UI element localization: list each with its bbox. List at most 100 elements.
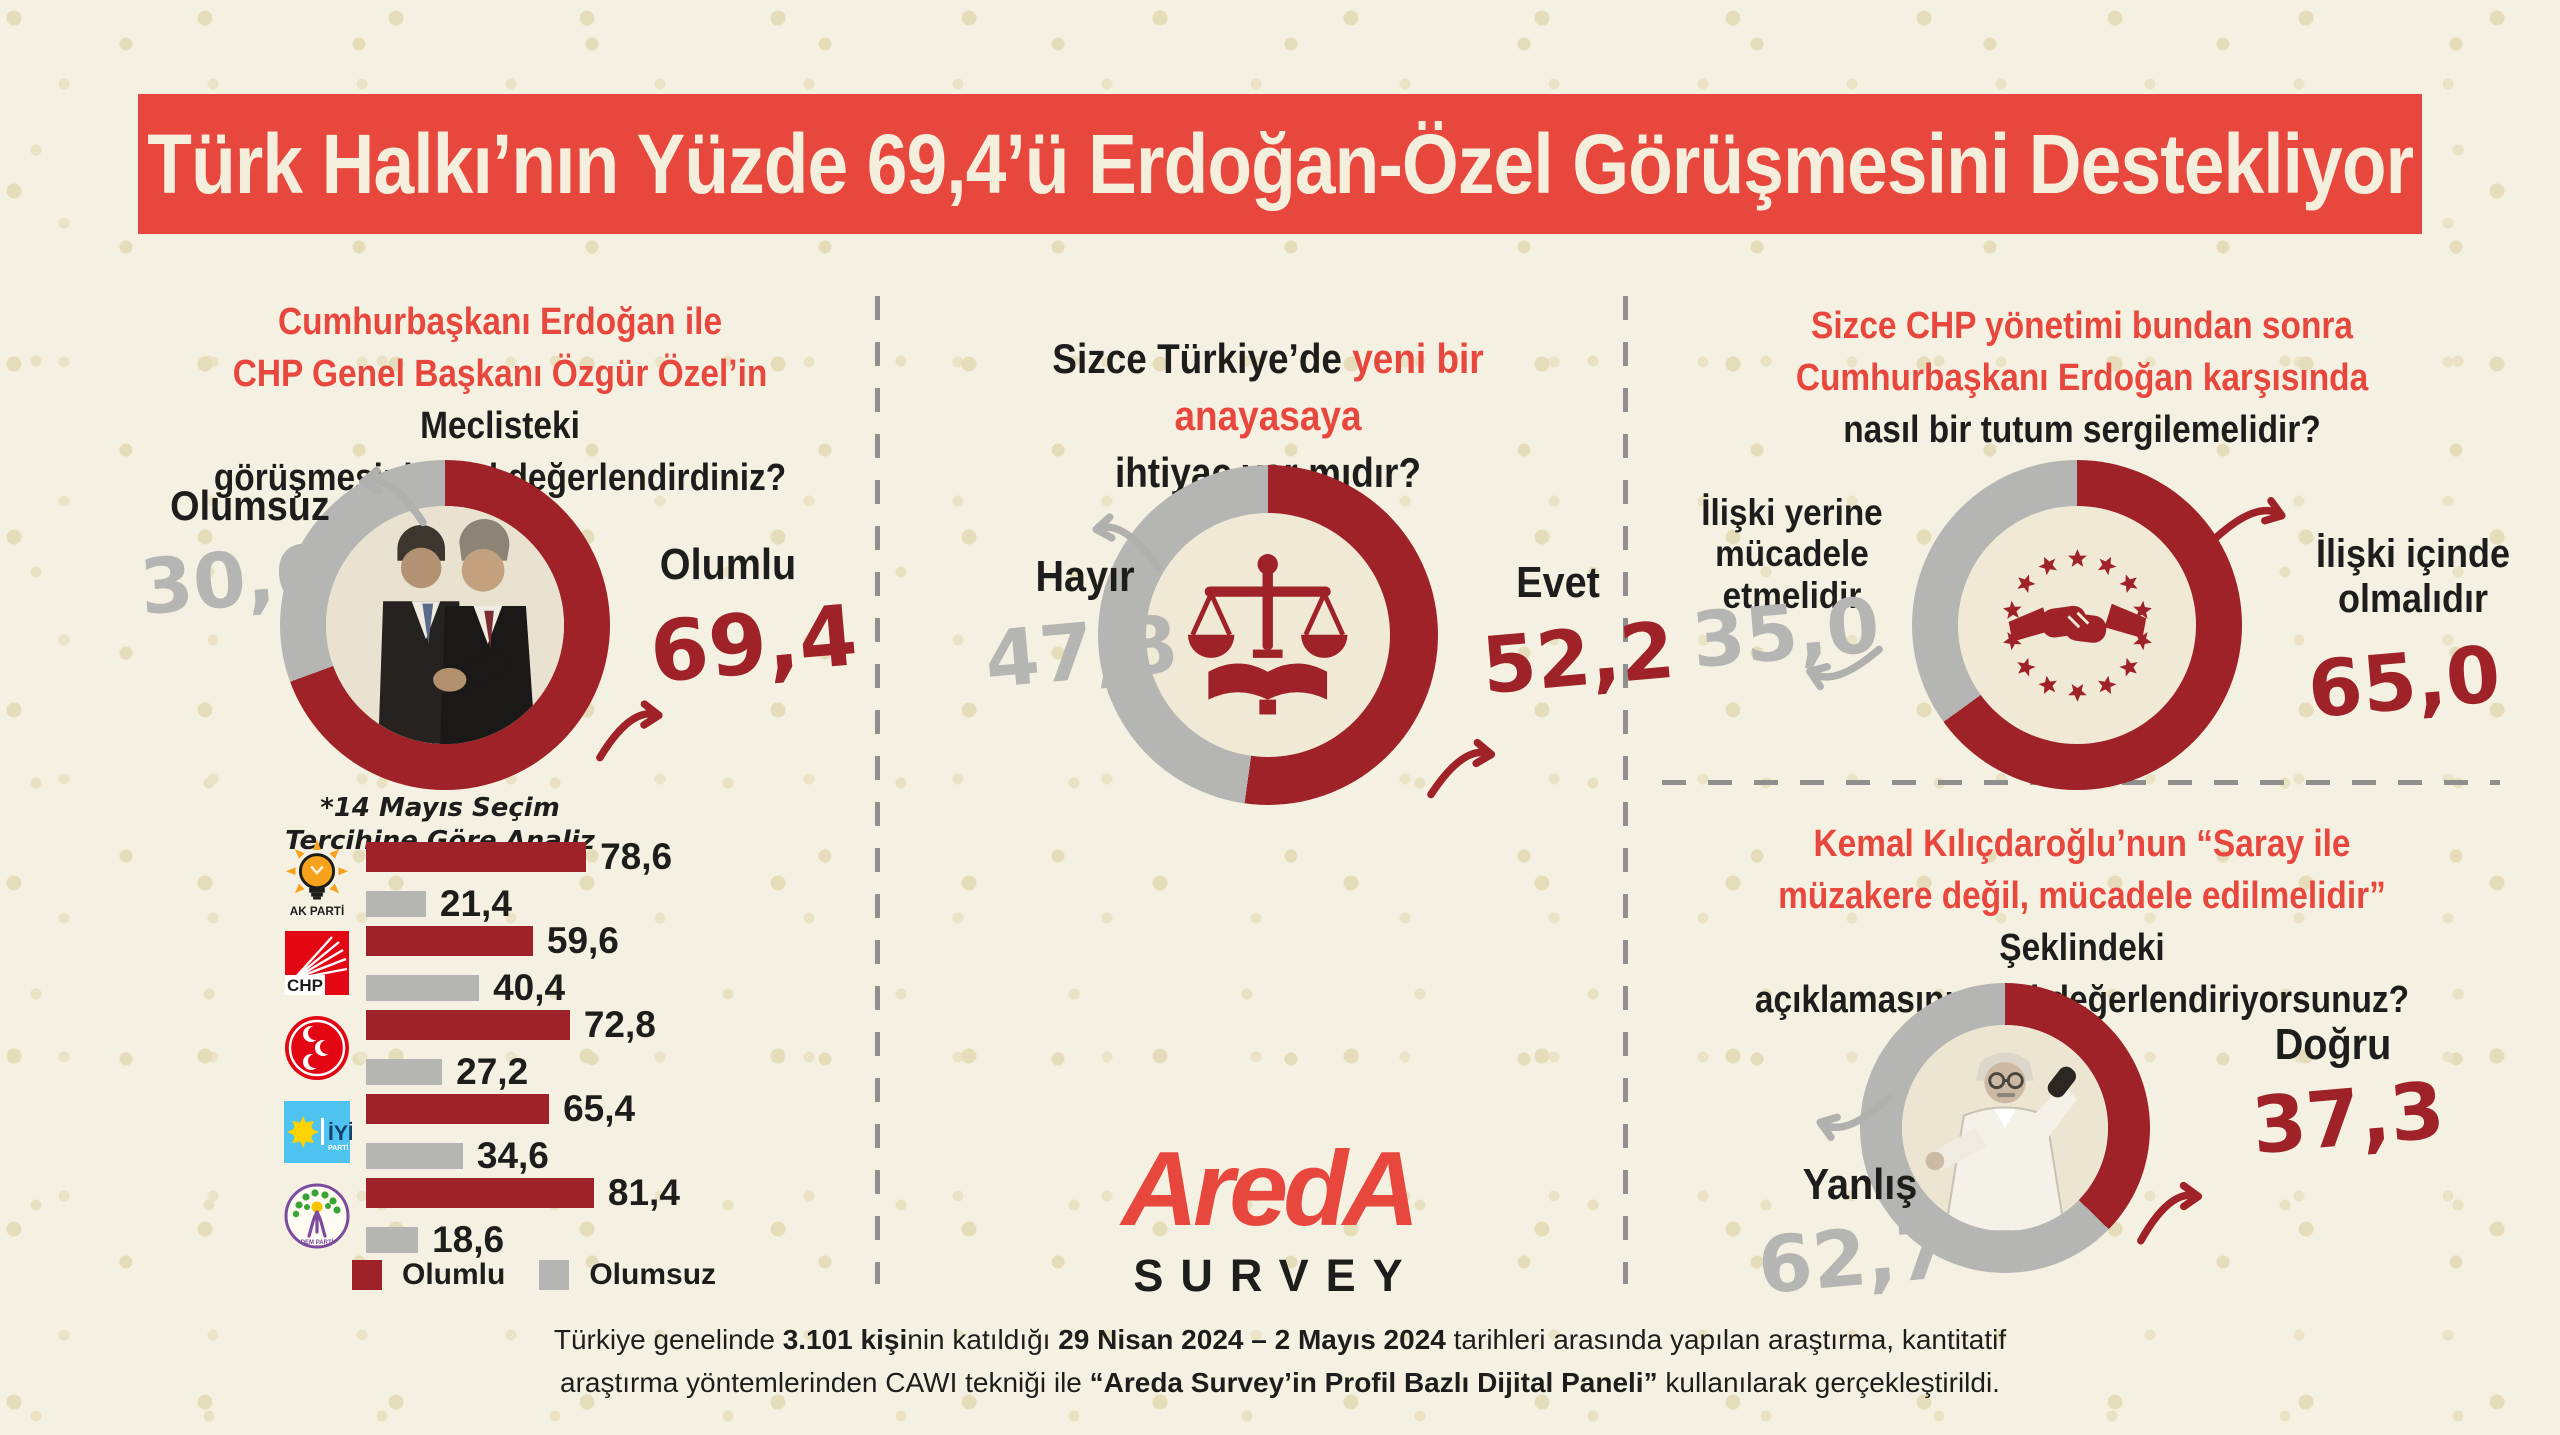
footer-line2: araştırma yöntemlerinden CAWI tekniği il… (560, 1367, 2000, 1398)
bar-chart-legend: Olumlu Olumsuz (352, 1258, 716, 1292)
label-iliski-line1: İlişki içinde (2315, 532, 2511, 576)
question-chp-line2: Cumhurbaşkanı Erdoğan karşısında (1795, 357, 2369, 399)
analysis-note-line1: *14 Mayıs Seçim (320, 793, 560, 823)
label-evet: Evet (1516, 558, 1600, 607)
label-dogru: Doğru (2274, 1020, 2392, 1069)
arrow-to-olumlu-icon (583, 693, 678, 767)
vertical-divider-right (1623, 296, 1628, 1284)
arrow-to-hayir-icon (1079, 508, 1171, 577)
akp-party-logo-icon: AK PARTİ (285, 839, 349, 918)
question-meeting-line2-red: CHP Genel Başkanı Özgür Özel’in (232, 353, 768, 395)
donut-meeting (280, 460, 610, 790)
positive-bar (366, 925, 533, 956)
positive-value: 65,4 (563, 1087, 636, 1129)
negative-bar (366, 1142, 463, 1169)
question-kilicdaroglu-line2-red: müzakere değil, mücadele edilmelidir” (1778, 875, 2386, 917)
positive-bar (366, 1177, 594, 1208)
constitution-icon-holder (1146, 513, 1390, 757)
positive-bar (366, 1093, 550, 1124)
legend-negative-label: Olumsuz (589, 1258, 717, 1291)
value-iliski: 65,0 (2304, 629, 2505, 737)
iyi-logo-text: İYİ (328, 1122, 352, 1145)
meeting-photo (326, 506, 564, 744)
question-constitution-line1-black: Sizce Türkiye’de (1052, 335, 1353, 382)
erdogan-ozel-handshake-photo-icon (326, 506, 564, 744)
label-olumlu: Olumlu (659, 540, 797, 589)
value-evet: 52,2 (1478, 605, 1679, 713)
arrow-to-mucadele-icon (1794, 630, 1888, 701)
chp-party-logo-icon: CHP (285, 931, 349, 995)
iyi-party-logo-icon: İYİ PARTİ (284, 1101, 352, 1163)
legend-negative-swatch (539, 1260, 570, 1290)
negative-bar (366, 1226, 419, 1253)
question-meeting-line2-black: Meclisteki (420, 405, 580, 447)
areda-survey-logo: AredA SURVEY (1068, 1136, 1468, 1302)
value-yanlis: 62,7 (1754, 1205, 1955, 1313)
negative-value: 34,6 (476, 1134, 549, 1176)
donut-constitution (1098, 465, 1438, 805)
akp-logo-text: AK PARTİ (290, 905, 344, 918)
donut-kilicdaroglu (1860, 983, 2150, 1273)
question-meeting-line1: Cumhurbaşkanı Erdoğan ile (277, 301, 723, 343)
positive-value: 81,4 (607, 1171, 680, 1213)
title-banner: Türk Halkı’nın Yüzde 69,4’ü Erdoğan-Özel… (138, 94, 2422, 234)
party-bar-row: DEM PARTİ 81,4 18,6 (282, 1172, 882, 1260)
positive-value: 59,6 (546, 919, 619, 961)
value-olumlu: 69,4 (646, 586, 862, 702)
justice-scales-book-icon (1188, 554, 1348, 715)
vertical-divider-left (875, 296, 880, 1284)
party-logo-akp: AK PARTİ (282, 838, 352, 922)
negative-bar (366, 1058, 443, 1085)
party-logo-mhp (282, 1006, 352, 1090)
question-kilicdaroglu-line1: Kemal Kılıçdaroğlu’nun “Saray ile (1813, 823, 2351, 865)
value-hayir: 47,8 (981, 599, 1182, 707)
areda-survey-text: SURVEY (1133, 1250, 1420, 1301)
party-bar-chart: AK PARTİ 78,6 21,4 CHP 59,6 (282, 836, 882, 1260)
question-chp-stance: Sizce CHP yönetimi bundan sonra Cumhurba… (1721, 300, 2443, 456)
arrow-to-iliski-icon (2205, 488, 2297, 557)
party-bar-row: İYİ PARTİ 65,4 34,6 (282, 1088, 882, 1176)
mhp-party-logo-icon (285, 1016, 349, 1080)
party-bar-row: CHP 59,6 40,4 (282, 920, 882, 1008)
party-logo-chp: CHP (282, 922, 352, 1006)
positive-value: 78,6 (600, 835, 673, 877)
dem-party-logo-icon: DEM PARTİ (284, 1183, 350, 1249)
page-title: Türk Halkı’nın Yüzde 69,4’ü Erdoğan-Özel… (147, 116, 2414, 211)
question-chp-line3: nasıl bir tutum sergilemelidir? (1843, 409, 2321, 451)
arrow-to-olumsuz-icon (344, 460, 438, 531)
question-kilicdaroglu: Kemal Kılıçdaroğlu’nun “Saray ile müzake… (1712, 818, 2451, 1026)
party-bar-row: 72,8 27,2 (282, 1004, 882, 1092)
legend-positive-label: Olumlu (402, 1258, 506, 1291)
negative-bar (366, 974, 480, 1001)
chp-logo-text: CHP (287, 976, 323, 995)
negative-value: 40,4 (493, 966, 566, 1008)
label-iliski: İlişki içinde olmalıdır (2292, 532, 2535, 622)
label-hayir: Hayır (1035, 552, 1135, 601)
kilicdaroglu-speaking-photo-icon (1902, 1025, 2108, 1231)
areda-wordmark: AredA (1121, 1130, 1419, 1248)
donut-chp-stance (1912, 460, 2242, 790)
handshake-stars-icon (2000, 548, 2154, 702)
chp-stance-icon-holder (1958, 506, 2196, 744)
arrow-to-dogru-icon (2123, 1174, 2220, 1251)
legend-positive-swatch (352, 1260, 382, 1290)
arrow-to-yanlis-icon (1805, 1082, 1897, 1151)
iyi-logo-subtext: PARTİ (328, 1144, 349, 1152)
footer-line1: Türkiye genelinde 3.101 kişinin katıldığ… (553, 1324, 2007, 1355)
positive-value: 72,8 (583, 1003, 656, 1045)
question-constitution-line1-red: yeni bir anayasaya (1174, 335, 1484, 439)
arrow-to-evet-icon (1416, 732, 1510, 803)
question-chp-line1: Sizce CHP yönetimi bundan sonra (1811, 305, 2353, 347)
question-kilicdaroglu-line2-black: Şeklindeki (1999, 927, 2165, 969)
party-logo-dem: DEM PARTİ (282, 1174, 352, 1258)
methodology-footer: Türkiye genelinde 3.101 kişinin katıldığ… (0, 1318, 2560, 1404)
party-bar-row: AK PARTİ 78,6 21,4 (282, 836, 882, 924)
negative-value: 18,6 (432, 1218, 505, 1260)
positive-bar (366, 1009, 570, 1040)
kilicdaroglu-photo (1902, 1025, 2108, 1231)
value-olumsuz: 30,6 (136, 526, 332, 633)
label-mucadele: İlişki yerine mücadele etmelidir (1666, 492, 1918, 616)
dem-logo-text: DEM PARTİ (301, 1239, 334, 1246)
label-olumsuz: Olumsuz (170, 482, 330, 529)
